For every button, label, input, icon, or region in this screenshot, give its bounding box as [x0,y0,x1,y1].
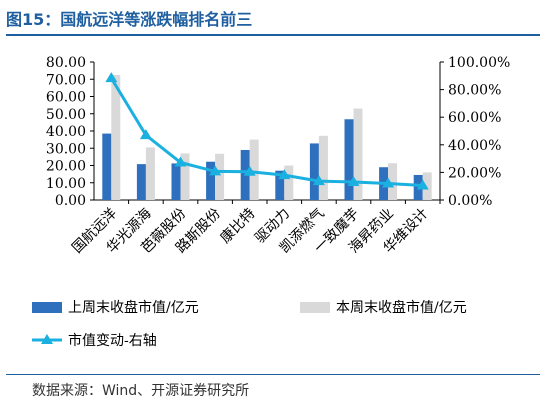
bar-last-week [249,139,259,200]
source-note: 数据来源：Wind、开源证券研究所 [32,383,250,399]
legend: 上周末收盘市值/亿元 本周末收盘市值/亿元 市值变动-右轴 [32,299,467,349]
y-left-tick-label: 30.00 [46,141,86,157]
legend-label-this-week: 上周末收盘市值/亿元 [68,299,199,316]
y-left-tick-label: 10.00 [46,176,86,192]
line-point [278,169,291,180]
legend-label-line: 市值变动-右轴 [68,332,157,349]
chart: 0.0010.0020.0030.0040.0050.0060.0070.008… [32,55,510,349]
y-left-tick-label: 40.00 [46,124,86,140]
y-right-tick-label: 80.00% [448,83,501,99]
line-market-cap-change [110,77,423,188]
legend-swatch-last-week [300,302,330,313]
y-right-tick-label: 0.00% [448,193,492,209]
bar-last-week [388,163,398,200]
chart-title: 图15：国航远洋等涨跌幅排名前三 [6,10,253,29]
y-right-tick-label: 20.00% [448,165,501,181]
y-left-tick-label: 80.00 [46,55,86,71]
bar-last-week [145,147,155,200]
bar-last-week [353,108,363,200]
x-tick-label: 康比特 [217,205,259,247]
bar-last-week [215,153,225,200]
bar-this-week [206,161,216,200]
line-point [243,165,256,176]
line-point [209,165,222,176]
bar-this-week [344,119,354,200]
line-point [105,72,118,83]
bar-this-week [275,170,285,200]
y-left-tick-label: 70.00 [46,72,86,88]
bar-last-week [111,74,121,200]
bar-last-week [422,172,432,200]
bar-last-week [180,153,190,200]
y-right-tick-label: 100.00% [448,55,510,71]
line-point [312,175,325,186]
bar-this-week [171,163,181,200]
line-point [382,177,395,188]
y-left-tick-label: 50.00 [46,107,86,123]
y-left-tick-label: 60.00 [46,90,86,106]
y-right-tick-label: 60.00% [448,110,501,126]
line-point [174,156,187,167]
line-point [347,176,360,187]
y-right-tick-label: 40.00% [448,138,501,154]
legend-swatch-this-week [32,302,62,313]
bar-last-week [318,135,328,200]
line-point [139,129,152,140]
source-rule [6,374,540,375]
legend-marker-line [41,334,53,344]
bar-this-week [309,143,319,200]
line-point [416,179,429,190]
y-left-tick-label: 0.00 [55,193,86,209]
title-rule [6,34,540,36]
bar-this-week [136,164,146,200]
y-left-tick-label: 20.00 [46,159,86,175]
legend-label-last-week: 本周末收盘市值/亿元 [336,299,467,316]
bar-last-week [284,165,294,200]
bar-this-week [102,133,112,200]
